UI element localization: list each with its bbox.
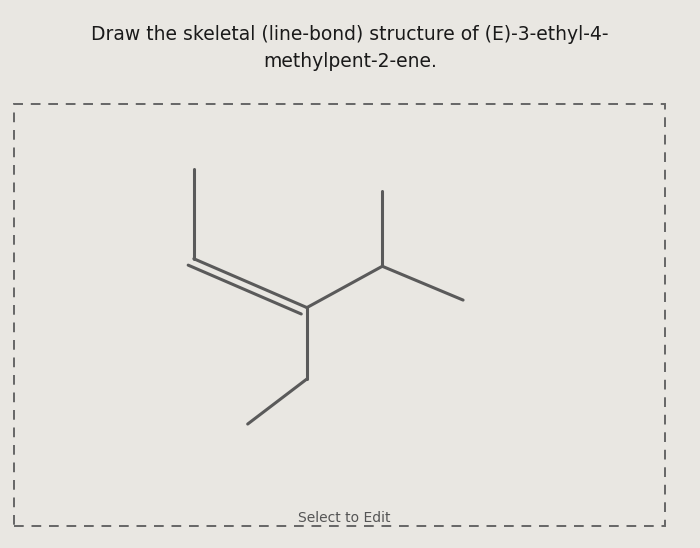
Text: methylpent-2-ene.: methylpent-2-ene. bbox=[263, 52, 437, 71]
Text: Draw the skeletal (line-bond) structure of (E)-3-ethyl-4-: Draw the skeletal (line-bond) structure … bbox=[91, 25, 609, 44]
Text: Select to Edit: Select to Edit bbox=[298, 511, 391, 525]
